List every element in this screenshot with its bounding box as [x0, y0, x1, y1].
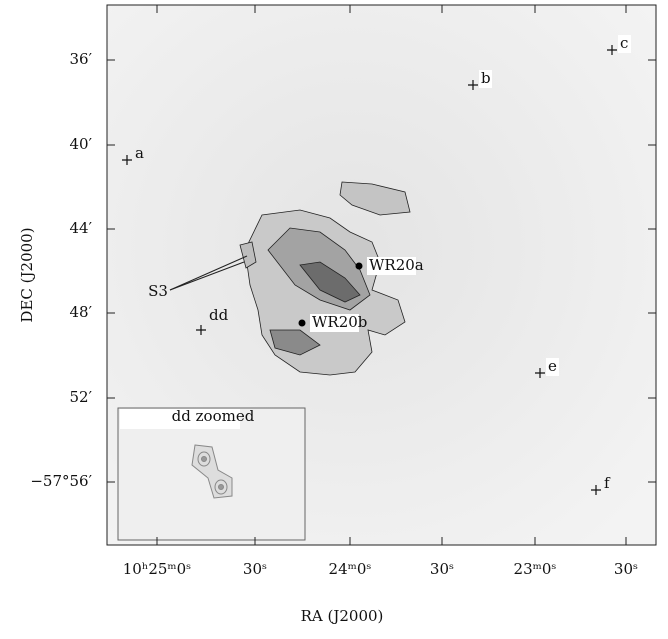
- source-label: S3: [148, 282, 168, 300]
- y-tick-label: 36′: [70, 50, 93, 68]
- inset-title: dd zoomed: [172, 407, 255, 425]
- source-label: WR20a: [369, 256, 424, 274]
- source-label: dd: [209, 306, 229, 324]
- source-label: a: [135, 144, 144, 162]
- y-tick-label: 52′: [70, 388, 93, 406]
- x-tick-label: 30ˢ: [430, 560, 454, 578]
- x-tick-label: 24ᵐ0ˢ: [329, 560, 372, 578]
- x-tick-label: 23ᵐ0ˢ: [514, 560, 557, 578]
- source-marker: [356, 263, 363, 270]
- source-marker: [299, 320, 306, 327]
- y-tick-label: 48′: [70, 303, 93, 321]
- x-tick-label: 30ˢ: [243, 560, 267, 578]
- source-label: WR20b: [312, 313, 367, 331]
- y-tick-label: 40′: [70, 135, 93, 153]
- x-tick-label: 30ˢ: [614, 560, 638, 578]
- y-tick-label: −57°56′: [30, 472, 92, 490]
- y-tick-label: 44′: [70, 219, 93, 237]
- figure: RA (J2000) DEC (J2000) dd zoomed 10ʰ25ᵐ0…: [0, 0, 668, 635]
- y-axis-label: DEC (J2000): [18, 227, 36, 322]
- x-axis-label: RA (J2000): [301, 607, 384, 625]
- source-label: c: [620, 34, 628, 52]
- source-label: b: [481, 69, 491, 87]
- x-tick-label: 10ʰ25ᵐ0ˢ: [123, 560, 191, 578]
- source-label: e: [548, 357, 557, 375]
